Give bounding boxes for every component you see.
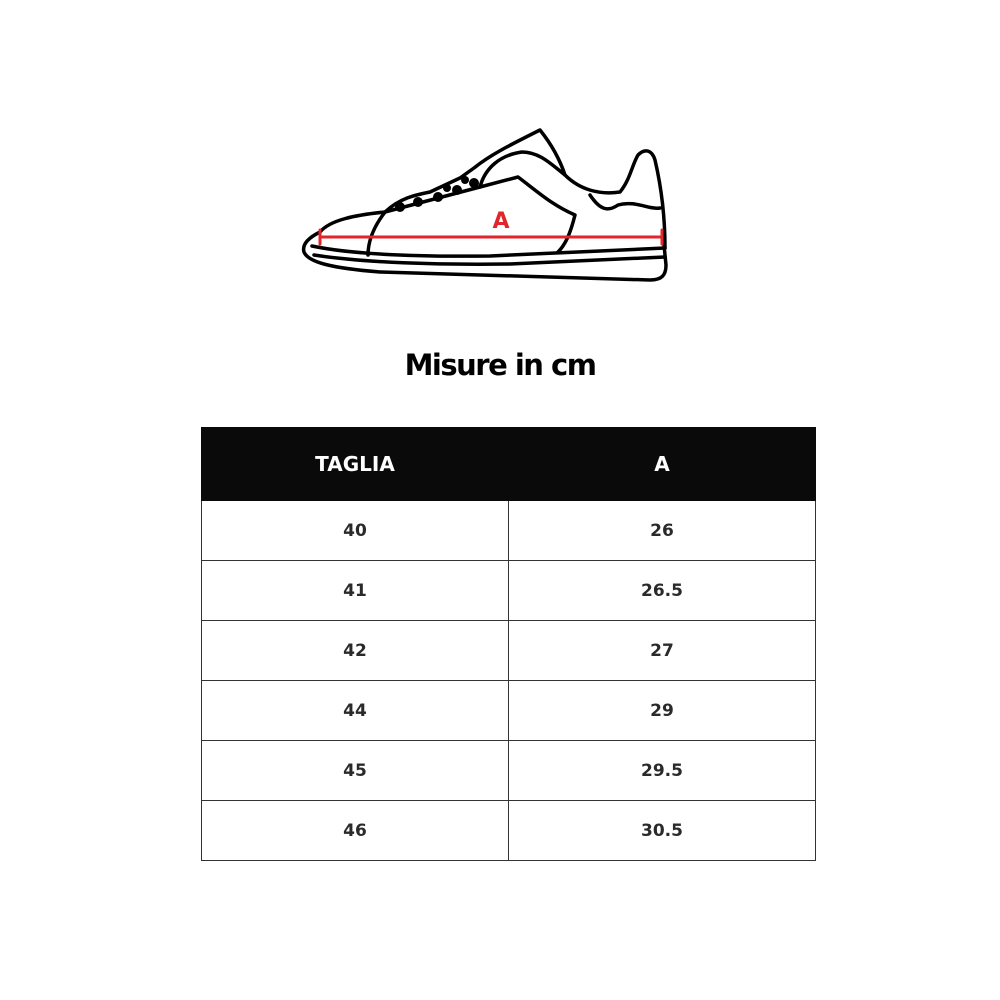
header-a: A <box>508 427 816 501</box>
heel-tab <box>588 193 662 211</box>
size-cell: 46 <box>201 800 509 861</box>
length-cell: 30.5 <box>508 800 816 861</box>
length-cell: 26 <box>508 500 816 561</box>
page-title: Misure in cm <box>404 348 597 382</box>
table-row: 40 26 <box>201 500 816 561</box>
sole-mid <box>312 253 667 266</box>
lace-holes <box>395 176 479 212</box>
size-cell: 45 <box>201 740 509 801</box>
measure-line <box>318 228 664 246</box>
shoe-diagram: A <box>301 128 668 282</box>
size-cell: 40 <box>201 500 509 561</box>
measure-label: A <box>492 209 509 234</box>
table-row: 46 30.5 <box>201 800 816 861</box>
sole-outline <box>301 230 668 282</box>
tongue <box>478 150 567 189</box>
length-cell: 26.5 <box>508 560 816 621</box>
table-row: 41 26.5 <box>201 560 816 621</box>
length-cell: 27 <box>508 620 816 681</box>
length-cell: 29 <box>508 680 816 741</box>
size-table: TAGLIA A 40 26 41 26.5 42 27 44 29 45 29.5 46… <box>201 427 816 861</box>
size-cell: 41 <box>201 560 509 621</box>
table-header-row: TAGLIA A <box>201 427 816 501</box>
table-row: 42 27 <box>201 620 816 681</box>
size-cell: 42 <box>201 620 509 681</box>
table-row: 45 29.5 <box>201 740 816 801</box>
sole-top <box>310 244 667 258</box>
toe-cap <box>366 210 387 257</box>
header-taglia: TAGLIA <box>201 427 509 501</box>
table-row: 44 29 <box>201 680 816 741</box>
length-cell: 29.5 <box>508 740 816 801</box>
side-panel <box>383 175 577 254</box>
size-cell: 44 <box>201 680 509 741</box>
